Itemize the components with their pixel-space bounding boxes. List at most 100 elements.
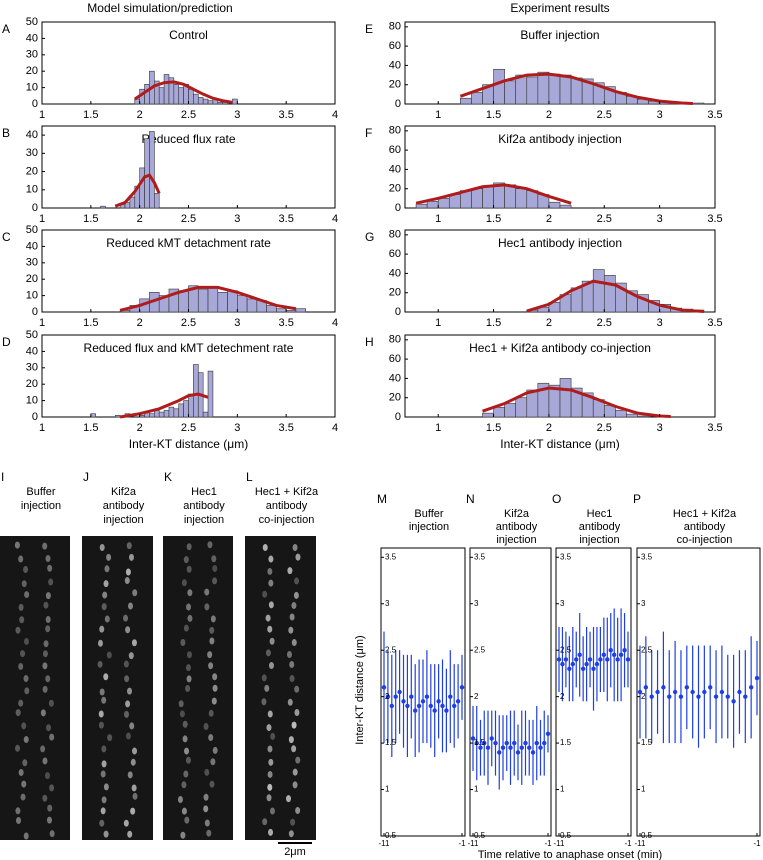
kinetochore-spot [268, 579, 274, 587]
bar [129, 196, 136, 209]
kinetochore-spot [126, 542, 132, 550]
kinetochore-spot [103, 580, 109, 588]
kinetochore-spot [180, 638, 186, 646]
panel-letter: H [365, 335, 374, 349]
mean-point [702, 689, 707, 695]
kinetochore-spot [48, 578, 54, 586]
fit-curve [482, 386, 671, 419]
x-tick-label: 2 [546, 213, 552, 225]
kinetochore-spot [99, 625, 105, 633]
x-tick-label: 3.5 [707, 109, 722, 121]
bar [90, 413, 97, 418]
mean-point [584, 661, 589, 667]
panel-title: Kif2a [111, 486, 137, 498]
panel-title: injection [496, 534, 536, 546]
x-tick-label: 4 [332, 213, 338, 225]
kinetochore-spot [187, 614, 193, 622]
x-tick-label: 2 [137, 422, 143, 434]
kinetochore-spot [47, 564, 53, 572]
bar [504, 403, 517, 418]
kinetochore-spot [267, 567, 273, 575]
y-tick-label: 10 [26, 82, 38, 94]
mean-point [556, 657, 562, 662]
kinetochore-spot [182, 720, 188, 728]
kinetochore-spot [212, 577, 218, 585]
y-tick-label: 40 [389, 59, 401, 71]
kinetochore-spot [98, 721, 104, 729]
kinetochore-spot [123, 660, 129, 668]
mean-point [493, 740, 498, 746]
bar [193, 93, 199, 105]
fit-curve [119, 392, 209, 419]
kinetochore-spot [14, 541, 20, 549]
bar [626, 413, 638, 418]
mean-point [684, 685, 689, 690]
y-tick-label: 0 [32, 306, 38, 318]
kinetochore-spot [181, 579, 187, 587]
bar [471, 188, 483, 209]
x-tick-label: -11 [379, 839, 391, 848]
kinetochore-spot [203, 805, 209, 813]
x-tick-label: 3.5 [707, 213, 722, 225]
bar [188, 393, 194, 418]
kinetochore-spot [264, 684, 270, 692]
panel-title: Reduced flux and kMT detechment rate [84, 341, 294, 355]
y-tick-label: 60 [389, 40, 401, 52]
kinetochore-spot [23, 832, 29, 840]
panel-title: Hec1 [191, 486, 217, 498]
bar [202, 411, 209, 418]
kinetochore-spot [181, 807, 187, 815]
x-tick-label: 1 [435, 213, 441, 225]
panel-letter: G [365, 230, 374, 244]
bar [548, 201, 561, 209]
y-tick-label: 1.5 [385, 738, 397, 747]
panel-title: injection [409, 521, 449, 533]
mean-point [672, 689, 678, 695]
kymograph [245, 536, 316, 840]
kinetochore-spot [42, 662, 48, 670]
x-tick-label: 3.5 [279, 109, 294, 121]
kinetochore-spot [15, 709, 21, 717]
panel-letter: J [83, 470, 89, 484]
mean-point [470, 736, 476, 741]
kinetochore-spot [103, 830, 109, 838]
bar [692, 102, 705, 105]
kinetochore-spot [49, 830, 55, 838]
mean-point [577, 652, 582, 658]
y-tick-label: 10 [26, 184, 38, 196]
panel-letter: C [2, 230, 11, 244]
mean-point [615, 657, 620, 662]
x-tick-label: 2 [546, 317, 552, 329]
kinetochore-spot [124, 577, 130, 585]
mean-point [637, 689, 643, 695]
y-tick-label: 50 [26, 16, 38, 28]
kinetochore-spot [42, 542, 48, 550]
kinetochore-spot [209, 626, 215, 634]
kinetochore-spot [130, 758, 136, 766]
panel-title: antibody [183, 500, 225, 512]
kinetochore-spot [261, 674, 267, 682]
kinetochore-spot [207, 651, 213, 659]
panel-letter: A [2, 22, 10, 36]
bar [183, 400, 189, 418]
kinetochore-spot [131, 639, 137, 647]
kinetochore-spot [267, 745, 273, 753]
mean-point [754, 675, 760, 681]
kinetochore-spot [267, 783, 273, 791]
kinetochore-spot [97, 660, 103, 668]
bar [559, 204, 572, 209]
bar [515, 74, 528, 105]
x-tick-label: 2.5 [181, 109, 196, 121]
kinetochore-spot [262, 818, 268, 826]
mean-point [643, 685, 649, 690]
bar [493, 407, 505, 418]
y-tick-label: 40 [26, 129, 38, 141]
mean-point [622, 647, 627, 653]
kinetochore-spot [268, 601, 274, 609]
y-tick-label: 2 [560, 692, 565, 701]
x-tick-label: 1 [435, 109, 441, 121]
kinetochore-spot [183, 556, 189, 564]
kinetochore-spot [204, 768, 210, 776]
kinetochore-spot [294, 685, 300, 693]
kinetochore-spot [125, 732, 131, 740]
